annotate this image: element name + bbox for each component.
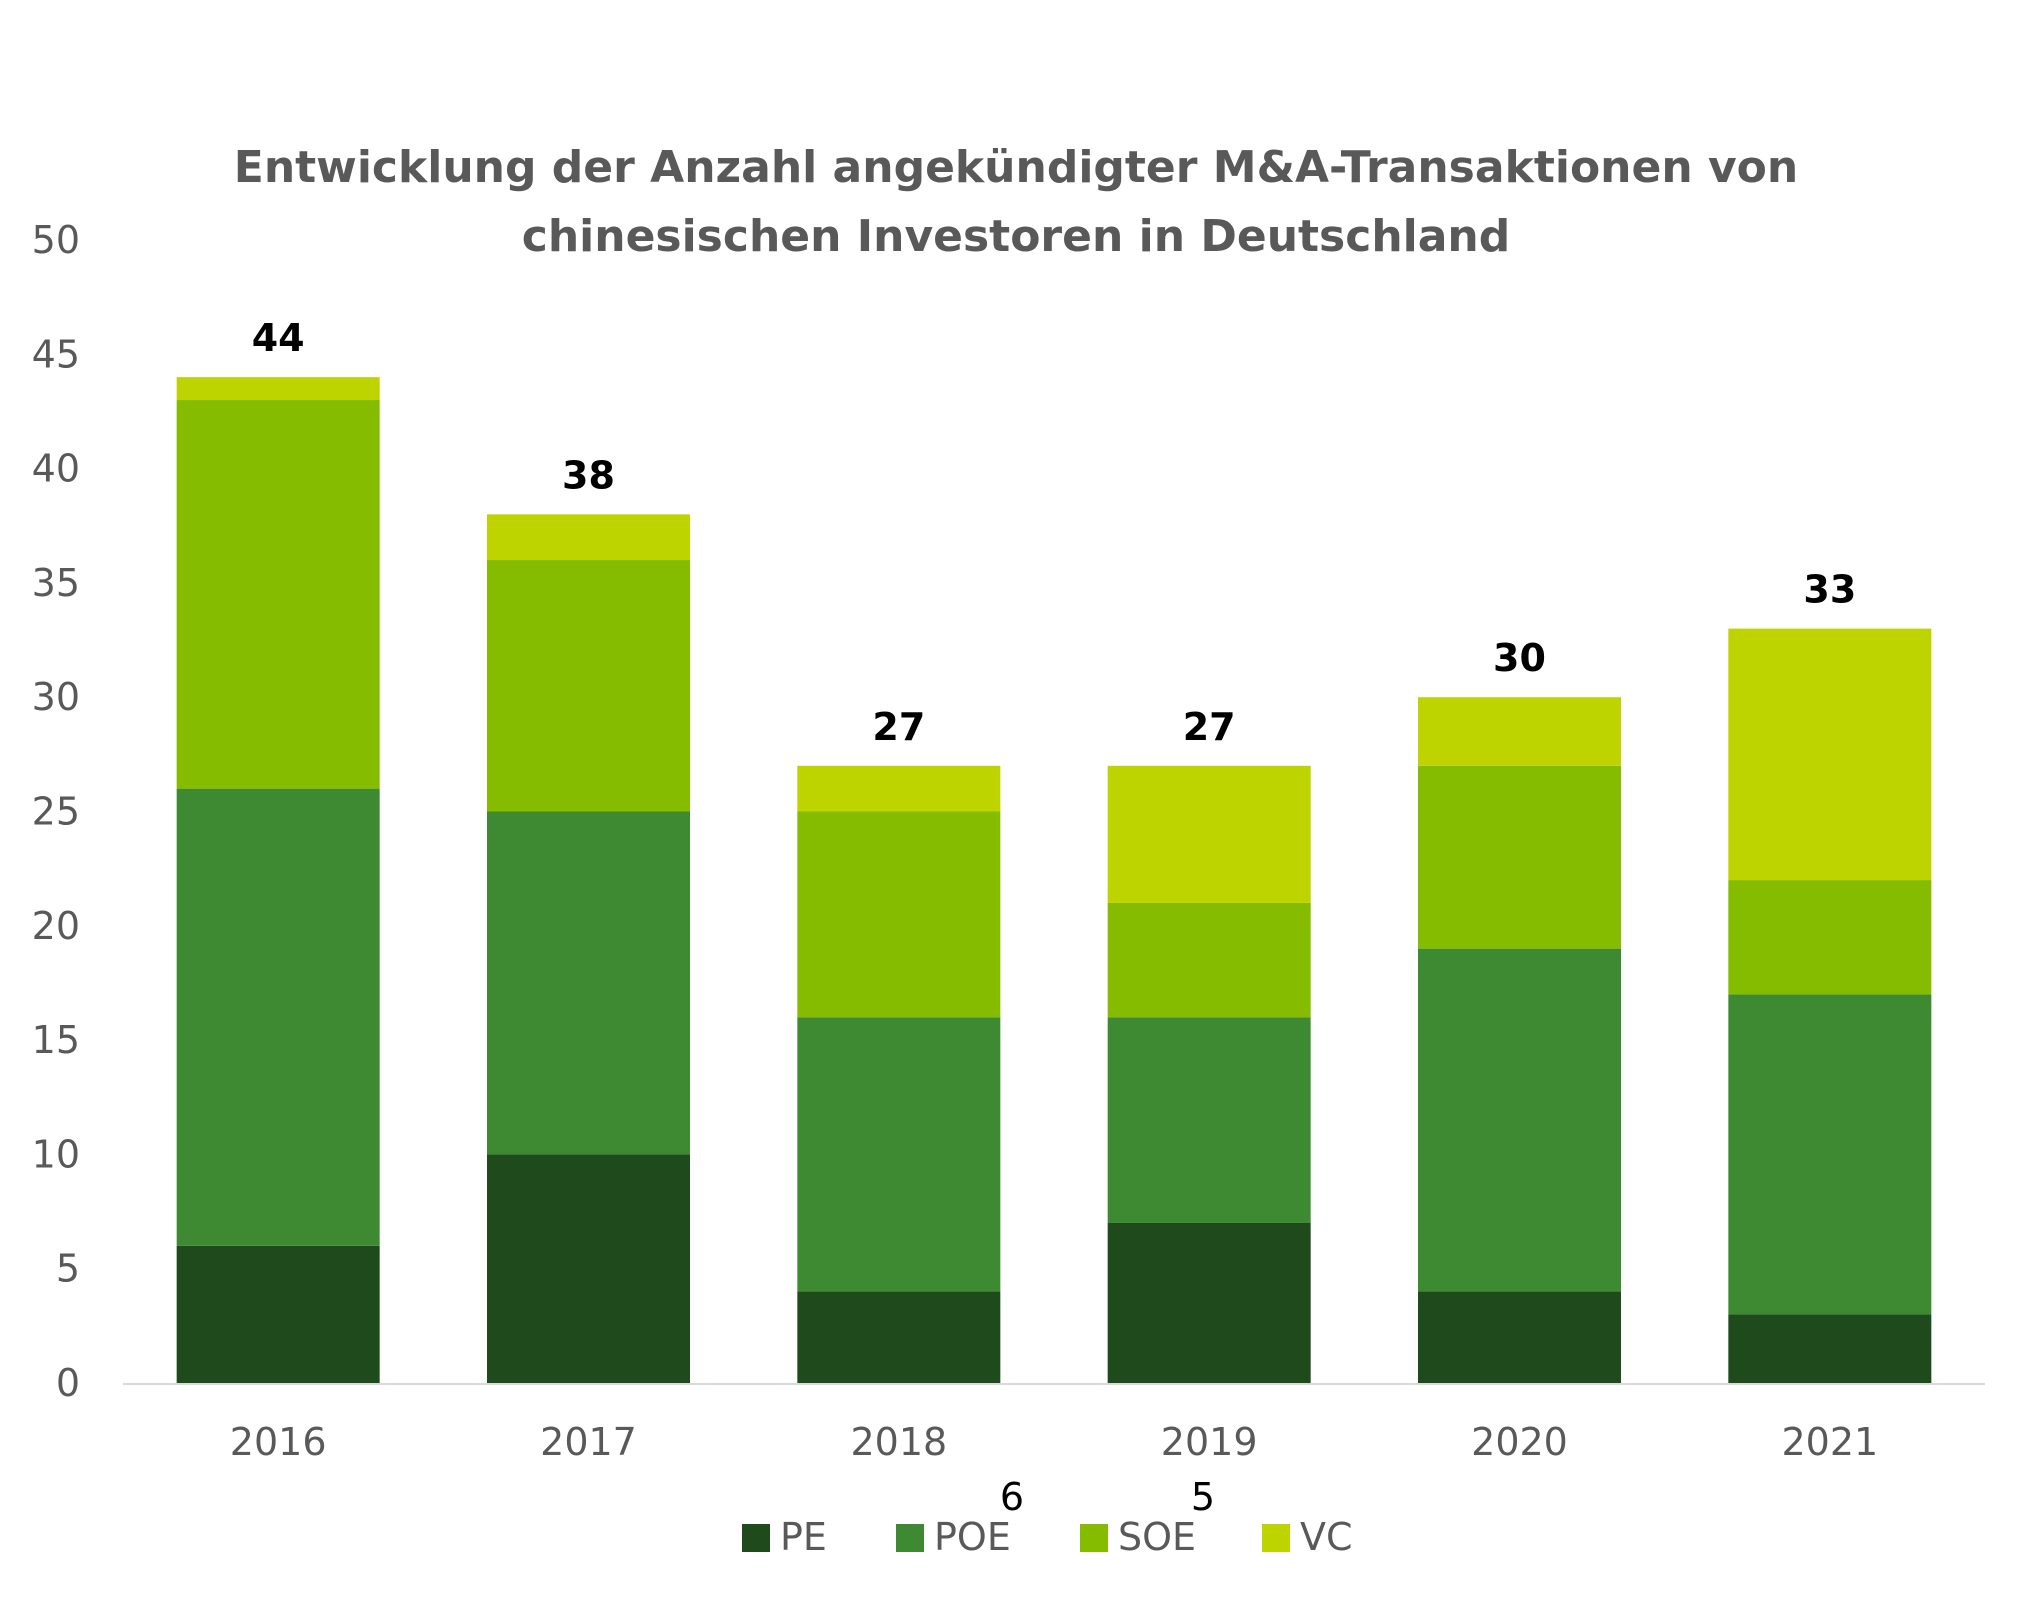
bar-segment-soe-2018	[797, 811, 1001, 1018]
y-tick-label: 10	[32, 1132, 80, 1176]
y-tick-label: 20	[32, 904, 80, 948]
bar-segment-pe-2018	[797, 1291, 1001, 1383]
chart-title-line-2: chinesischen Investoren in Deutschland	[522, 211, 1511, 262]
bar-segment-poe-2018	[797, 1017, 1001, 1292]
chart-title-line-1: Entwicklung der Anzahl angekündigter M&A…	[234, 142, 1798, 193]
y-tick-label: 25	[32, 790, 80, 834]
bar-segment-soe-2016	[176, 400, 380, 789]
y-tick-label: 30	[32, 675, 80, 719]
bar-segment-vc-2021	[1728, 628, 1932, 881]
total-label-2018: 27	[872, 705, 925, 749]
total-label-2021: 33	[1803, 568, 1856, 612]
bar-segment-poe-2017	[487, 811, 690, 1155]
legend-label-pe: PE	[780, 1515, 827, 1559]
x-axis: 2016 2017 2018 2019 2020 2021	[230, 1420, 1878, 1464]
bar-segment-pe-2017	[487, 1154, 690, 1383]
legend: PE POE SOE VC	[742, 1515, 1353, 1559]
total-label-2017: 38	[562, 453, 615, 497]
bar-segment-soe-2019	[1107, 902, 1311, 1018]
bar-segment-vc-2020	[1418, 697, 1621, 766]
bar-segment-poe-2020	[1418, 948, 1621, 1292]
bar-segment-poe-2016	[176, 788, 380, 1246]
legend-swatch-poe	[896, 1524, 924, 1552]
y-tick-label: 45	[32, 332, 80, 376]
total-labels: 44 38 27 27 30 33	[252, 316, 1857, 749]
bar-segment-pe-2021	[1728, 1314, 1932, 1383]
legend-label-soe: SOE	[1118, 1515, 1196, 1559]
x-tick-label: 2018	[850, 1420, 947, 1464]
legend-label-poe: POE	[934, 1515, 1011, 1559]
y-tick-label: 0	[56, 1361, 80, 1405]
bar-segment-soe-2021	[1728, 880, 1932, 995]
bar-segment-pe-2019	[1107, 1222, 1311, 1383]
total-label-2016: 44	[252, 316, 305, 360]
bar-segment-pe-2016	[176, 1245, 380, 1383]
y-tick-label: 5	[56, 1247, 80, 1291]
x-tick-label: 2021	[1781, 1420, 1878, 1464]
bar-segment-soe-2020	[1418, 765, 1621, 949]
x-tick-label: 2020	[1471, 1420, 1568, 1464]
y-axis: 0 5 10 15 20 25 30 35 40 45 50	[32, 218, 80, 1405]
x-tick-label: 2019	[1161, 1420, 1258, 1464]
y-tick-label: 35	[32, 561, 80, 605]
bar-segment-pe-2020	[1418, 1291, 1621, 1383]
legend-swatch-soe	[1080, 1524, 1108, 1552]
stray-label-1: 6	[1000, 1475, 1024, 1519]
y-tick-label: 15	[32, 1018, 80, 1062]
bar-segment-poe-2021	[1728, 994, 1932, 1315]
bar-segment-soe-2017	[487, 560, 690, 812]
x-tick-label: 2016	[230, 1420, 327, 1464]
total-label-2019: 27	[1183, 705, 1236, 749]
bars-group	[176, 377, 1932, 1383]
bar-segment-vc-2016	[176, 377, 380, 401]
x-tick-label: 2017	[540, 1420, 637, 1464]
bar-segment-vc-2018	[797, 765, 1001, 812]
legend-label-vc: VC	[1300, 1515, 1353, 1559]
bar-segment-vc-2019	[1107, 765, 1311, 903]
y-tick-label: 50	[32, 218, 80, 262]
total-label-2020: 30	[1493, 636, 1546, 680]
legend-swatch-pe	[742, 1524, 770, 1552]
stray-label-2: 5	[1191, 1475, 1215, 1519]
bar-segment-vc-2017	[487, 514, 690, 561]
bar-segment-poe-2019	[1107, 1017, 1311, 1223]
y-tick-label: 40	[32, 447, 80, 491]
legend-swatch-vc	[1262, 1524, 1290, 1552]
